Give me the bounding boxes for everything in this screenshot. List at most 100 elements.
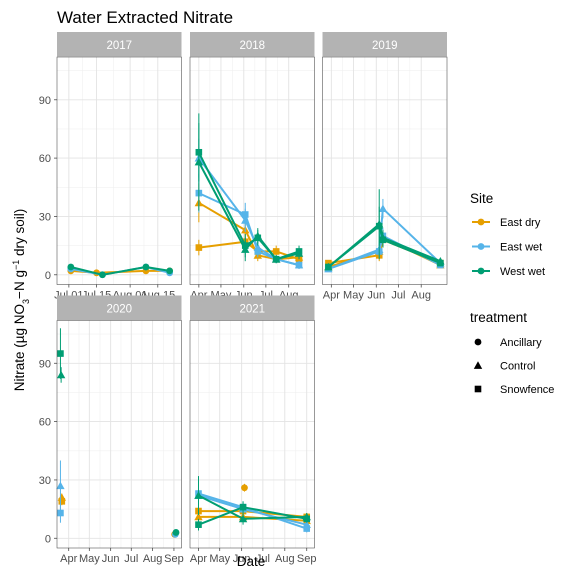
- legend-key-point: [477, 267, 485, 275]
- x-axis-title: Date: [237, 554, 266, 569]
- series-west-wet-snowfence: [57, 328, 64, 379]
- facet-strip-2021: [190, 295, 315, 320]
- panel-border: [322, 56, 448, 285]
- series-east-dry-ancillary: [241, 483, 248, 492]
- facet-panel-2018: 2018AprMayJunJulAug: [189, 32, 315, 302]
- panel-border: [56, 320, 182, 549]
- data-point: [272, 248, 280, 255]
- y-tick-label: 90: [39, 358, 51, 370]
- series-west-wet-snowfence: [195, 123, 303, 264]
- data-point: [166, 267, 174, 275]
- facet-strip-2020: [57, 295, 182, 320]
- facet-panel-2021: 2021 Apr May Jun Jul Aug Sep: [189, 295, 317, 565]
- data-point: [56, 370, 66, 379]
- facet-strip-label: 2017: [106, 40, 132, 52]
- data-point: [67, 263, 75, 271]
- facet-strip-label: 2019: [372, 40, 398, 52]
- legend-key-square: [474, 385, 482, 393]
- series-west-wet-ancillary: [172, 529, 180, 536]
- legend-key-triangle: [473, 361, 483, 369]
- series-east-wet-control: [194, 483, 311, 529]
- legend-treatment-label: Ancillary: [500, 337, 542, 349]
- legend-key-circle: [474, 338, 482, 346]
- data-point: [254, 248, 262, 255]
- data-point: [241, 211, 249, 218]
- series-east-wet-snowfence: [195, 481, 311, 533]
- x-tick-label: Sep: [164, 553, 184, 565]
- series-west-wet-snowfence: [195, 501, 311, 531]
- legend-treatment-label: Snowfence: [500, 384, 554, 396]
- data-point: [142, 263, 150, 271]
- series-line: [328, 238, 441, 265]
- x-tick-label: Jul: [391, 290, 405, 302]
- y-tick-label: 0: [45, 270, 51, 282]
- data-point: [195, 521, 202, 528]
- legend-site-label: East wet: [500, 242, 542, 254]
- series-west-wet-control: [56, 367, 66, 383]
- legend-treatment-label: Control: [500, 361, 535, 373]
- data-point: [437, 259, 444, 267]
- x-tick-label: Sep: [297, 553, 317, 565]
- data-point: [195, 148, 203, 156]
- legend-key-point: [477, 218, 485, 226]
- y-axis-title-text: Nitrate (µg NO3−N g−1 dry soil): [11, 209, 31, 392]
- series-line: [327, 225, 441, 268]
- facet-strip-label: 2018: [239, 40, 265, 52]
- x-tick-label: Jun: [367, 290, 385, 302]
- y-tick-label: 30: [39, 475, 51, 487]
- data-point: [378, 204, 388, 213]
- legend-site-label: West wet: [500, 266, 545, 278]
- series-west-wet-control: [194, 113, 304, 264]
- facet-panel-2019: 2019 Apr May Jun Jul Aug: [322, 32, 448, 302]
- series-west-wet-ancillary: [67, 263, 174, 279]
- facet-strip-2018: [190, 32, 315, 57]
- facet-strip-label: 2020: [106, 304, 132, 316]
- facet-strip-label: 2021: [239, 304, 265, 316]
- x-tick-label: Jul: [124, 553, 138, 565]
- data-point: [241, 484, 248, 492]
- y-tick-label: 60: [39, 417, 51, 429]
- y-axis-title: Nitrate (µg NO3−N g−1 dry soil): [11, 209, 31, 392]
- x-tick-label: Apr: [323, 290, 340, 302]
- series-east-wet-control: [56, 460, 65, 512]
- data-point: [272, 255, 280, 263]
- data-point: [295, 261, 303, 269]
- facet-panel-2017: 2017Jul 01Jul 15Aug 01Aug 150306090: [39, 32, 182, 302]
- panel-border: [189, 56, 315, 285]
- data-point: [379, 236, 387, 244]
- y-tick-label: 60: [39, 153, 51, 165]
- data-point: [295, 248, 303, 255]
- legend: Site East dry East wet West wet treatment Anc…: [470, 191, 554, 396]
- facet-panels: 2017Jul 01Jul 15Aug 01Aug 1503060902018A…: [39, 32, 448, 565]
- chart-title: Water Extracted Nitrate: [57, 8, 233, 27]
- panel-border: [56, 56, 182, 285]
- facet-strip-2017: [57, 32, 182, 57]
- data-point: [56, 481, 65, 490]
- data-point: [303, 515, 311, 523]
- y-tick-label: 90: [39, 95, 51, 107]
- data-point: [57, 350, 64, 357]
- data-point: [195, 244, 203, 251]
- legend-site-title: Site: [470, 191, 493, 206]
- x-tick-label: May: [79, 553, 100, 565]
- x-tick-label: Aug: [275, 553, 295, 565]
- x-tick-label: Apr: [60, 553, 77, 565]
- data-point: [172, 529, 180, 536]
- data-point: [57, 509, 64, 517]
- series-line: [197, 151, 300, 261]
- legend-key-point: [477, 243, 485, 250]
- data-point: [238, 514, 248, 523]
- x-tick-label: Apr: [190, 553, 207, 565]
- data-point: [254, 234, 262, 242]
- y-tick-label: 30: [39, 211, 51, 223]
- x-tick-label: Aug: [143, 553, 163, 565]
- y-tick-label: 0: [45, 533, 51, 545]
- legend-treatment-title: treatment: [470, 310, 527, 325]
- series-east-dry-snowfence: [58, 497, 66, 506]
- x-tick-label: Aug: [411, 290, 431, 302]
- data-point: [58, 498, 66, 505]
- data-point: [99, 271, 106, 279]
- legend-site-label: East dry: [500, 217, 541, 229]
